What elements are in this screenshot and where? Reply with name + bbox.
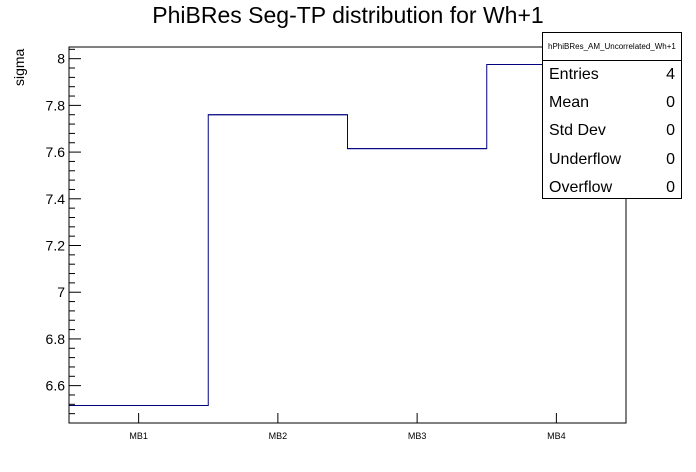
x-tick-label: MB1 [129, 431, 148, 441]
stats-row-underflow: Underflow 0 [543, 146, 681, 174]
stats-label: Entries [549, 66, 599, 83]
histogram-series-line [69, 64, 626, 406]
stats-row-overflow: Overflow 0 [543, 174, 681, 202]
stats-value: 0 [666, 150, 675, 168]
y-tick-label: 8 [57, 51, 65, 67]
stats-box: hPhiBRes_AM_Uncorrelated_Wh+1 Entries 4 … [542, 32, 682, 199]
stats-label: Overflow [549, 178, 613, 196]
stats-row-entries: Entries 4 [543, 61, 681, 89]
stats-value: 0 [666, 122, 675, 140]
plot-frame [68, 46, 627, 424]
stats-value: 0 [666, 178, 675, 196]
x-tick-label: MB4 [547, 431, 566, 441]
y-tick-label: 6.6 [46, 378, 66, 394]
stats-label: Mean [549, 94, 590, 112]
stats-row-mean: Mean 0 [543, 89, 681, 117]
y-tick-label: 7.8 [46, 97, 66, 113]
stats-box-title: hPhiBRes_AM_Uncorrelated_Wh+1 [543, 33, 681, 61]
stats-value: 0 [666, 94, 675, 112]
stats-label: Underflow [549, 150, 622, 168]
stats-row-std-dev: Std Dev 0 [543, 117, 681, 145]
chart-title: PhiBRes Seg-TP distribution for Wh+1 [152, 2, 544, 28]
x-tick-label: MB2 [269, 431, 288, 441]
stats-label: Std Dev [549, 122, 606, 140]
y-tick-label: 6.8 [46, 331, 66, 347]
y-tick-label: 7 [57, 284, 65, 300]
x-tick-label: MB3 [408, 431, 427, 441]
y-tick-label: 7.6 [46, 144, 66, 160]
y-tick-label: 7.2 [46, 238, 66, 254]
y-tick-label: 7.4 [46, 191, 66, 207]
stats-value: 4 [666, 66, 675, 83]
